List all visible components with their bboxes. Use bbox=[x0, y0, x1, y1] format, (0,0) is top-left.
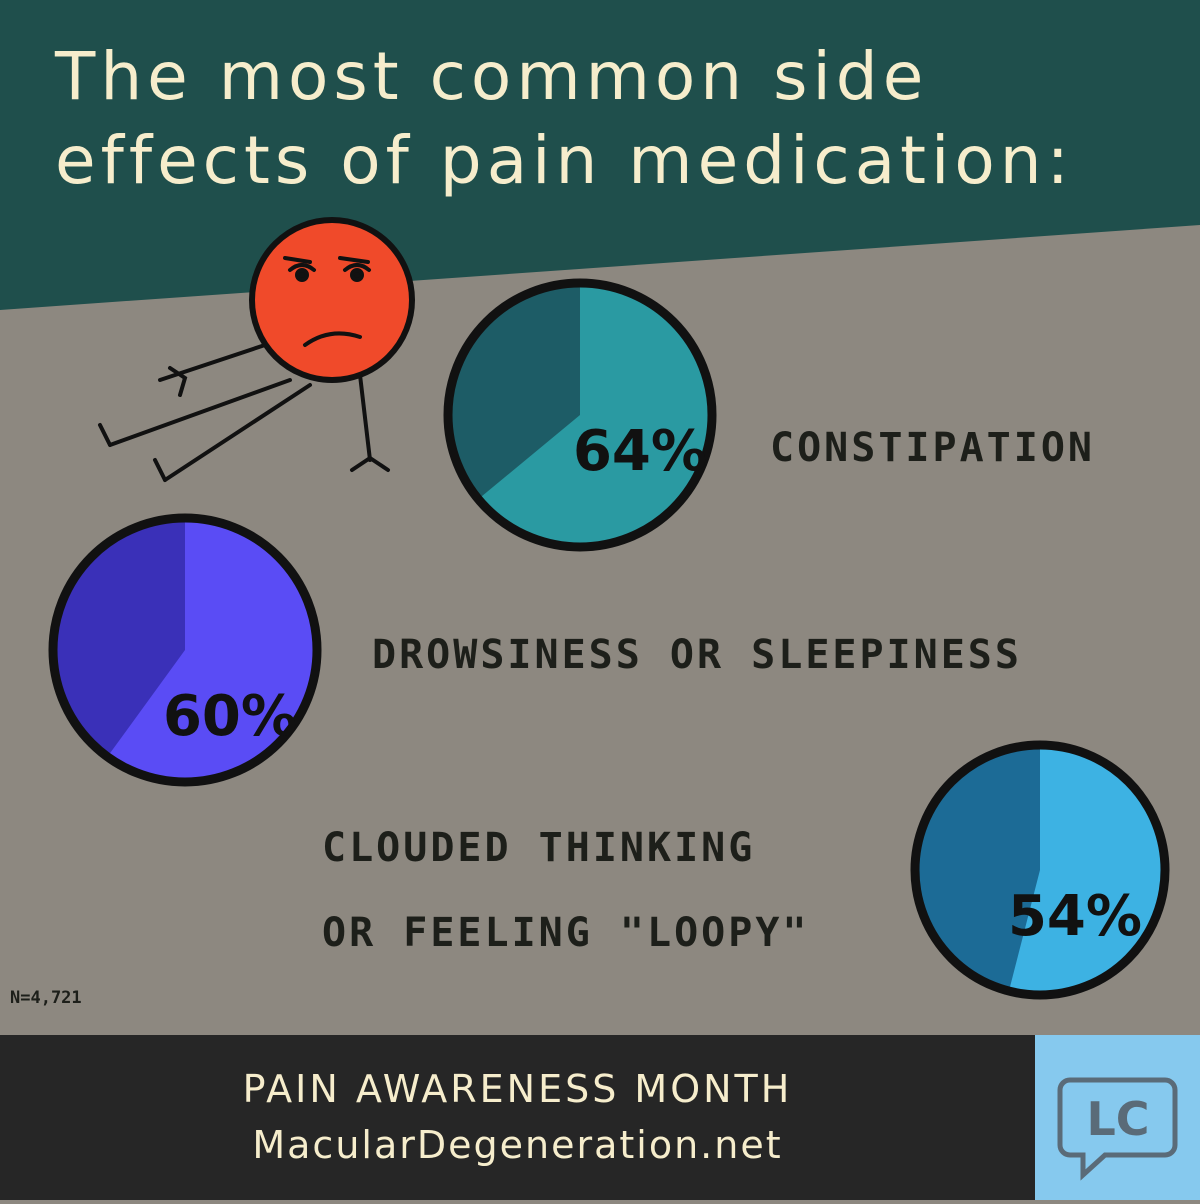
pie-outline bbox=[910, 740, 1170, 1000]
pie-value-label: 60% bbox=[163, 684, 297, 749]
footer: PAIN AWARENESS MONTH MacularDegeneration… bbox=[0, 1035, 1035, 1200]
label-clouded-line-1: CLOUDED THINKING bbox=[322, 825, 756, 871]
pie-value-label: 64% bbox=[573, 419, 707, 484]
footer-campaign: PAIN AWARENESS MONTH bbox=[242, 1067, 793, 1111]
pie-value-slice bbox=[1008, 745, 1165, 995]
sample-size: N=4,721 bbox=[10, 988, 82, 1008]
pie-outline bbox=[443, 278, 717, 552]
title-line-1: The most common side bbox=[55, 38, 929, 115]
sad-face-icon bbox=[249, 217, 415, 383]
title-line-2: effects of pain medication: bbox=[55, 122, 1074, 199]
label-drowsiness: DROWSINESS OR SLEEPINESS bbox=[372, 632, 1022, 678]
lc-logo: LC bbox=[1035, 1035, 1200, 1200]
stick-figure bbox=[98, 217, 415, 482]
pie-outline bbox=[48, 513, 322, 787]
logo-text: LC bbox=[1086, 1092, 1149, 1146]
footer-website-link[interactable]: MacularDegeneration.net bbox=[252, 1123, 783, 1167]
pie-value-slice bbox=[478, 283, 713, 547]
label-clouded-line-2: OR FEELING "LOOPY" bbox=[322, 910, 810, 956]
speech-bubble-icon bbox=[1057, 1077, 1178, 1181]
label-constipation: CONSTIPATION bbox=[770, 425, 1095, 471]
pie-value-label: 54% bbox=[1008, 884, 1142, 949]
pie-value-slice bbox=[107, 518, 317, 782]
